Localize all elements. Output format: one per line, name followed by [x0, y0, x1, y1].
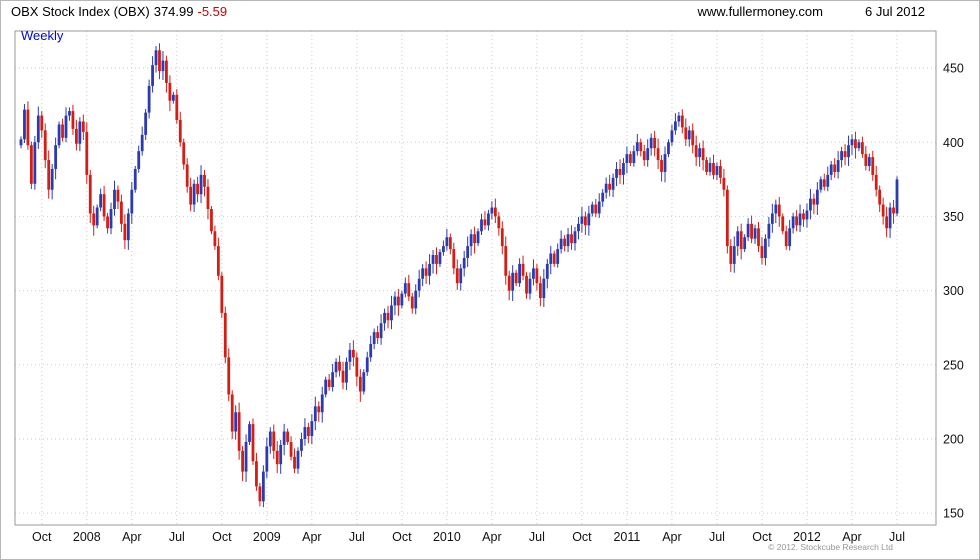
instrument-title: OBX Stock Index (OBX) 374.99 -5.59 [11, 4, 227, 19]
svg-text:Oct: Oct [572, 530, 592, 544]
svg-text:Jul: Jul [169, 530, 185, 544]
header-meta: www.fullermoney.com 6 Jul 2012 [698, 4, 969, 19]
last-price: 374.99 [153, 4, 194, 19]
svg-text:150: 150 [943, 507, 964, 521]
svg-text:Apr: Apr [122, 530, 141, 544]
svg-text:Jul: Jul [349, 530, 365, 544]
copyright-notice: © 2012. Stockcube Research Ltd [768, 542, 893, 552]
chart-date: 6 Jul 2012 [865, 4, 925, 19]
svg-text:450: 450 [943, 62, 964, 76]
svg-text:Jul: Jul [889, 530, 905, 544]
svg-text:Jul: Jul [709, 530, 725, 544]
grid [15, 31, 936, 525]
svg-text:Oct: Oct [212, 530, 232, 544]
svg-text:Apr: Apr [842, 530, 861, 544]
site-url: www.fullermoney.com [697, 4, 823, 19]
svg-text:2011: 2011 [613, 530, 640, 544]
svg-text:2012: 2012 [793, 530, 821, 544]
svg-text:Apr: Apr [482, 530, 501, 544]
instrument-name: OBX Stock Index (OBX) [11, 4, 150, 19]
svg-text:2008: 2008 [73, 530, 101, 544]
svg-text:Apr: Apr [302, 530, 321, 544]
chart-header: OBX Stock Index (OBX) 374.99 -5.59 www.ful… [1, 1, 979, 23]
x-axis-labels: Oct 2008 Apr Jul Oct 2009 Apr Jul Oct 2010 Apr Jul O… [32, 530, 905, 544]
timeframe-label: Weekly [21, 28, 64, 43]
svg-text:250: 250 [943, 358, 964, 372]
svg-text:350: 350 [943, 210, 964, 224]
svg-text:Apr: Apr [662, 530, 681, 544]
svg-text:2010: 2010 [433, 530, 461, 544]
svg-text:400: 400 [943, 136, 964, 150]
svg-text:Oct: Oct [32, 530, 52, 544]
svg-text:2009: 2009 [253, 530, 281, 544]
price-chart: 150 200 250 300 350 400 450 Oct 2008 Apr Jul Oct 200… [14, 30, 964, 544]
y-axis-labels: 150 200 250 300 350 400 450 [943, 62, 964, 521]
svg-text:Jul: Jul [529, 530, 545, 544]
svg-text:Oct: Oct [752, 530, 772, 544]
svg-text:Oct: Oct [392, 530, 412, 544]
plot-border [14, 30, 937, 526]
price-change: -5.59 [197, 4, 228, 19]
svg-text:200: 200 [943, 432, 964, 446]
price-bars [19, 43, 899, 508]
svg-text:300: 300 [943, 284, 964, 298]
